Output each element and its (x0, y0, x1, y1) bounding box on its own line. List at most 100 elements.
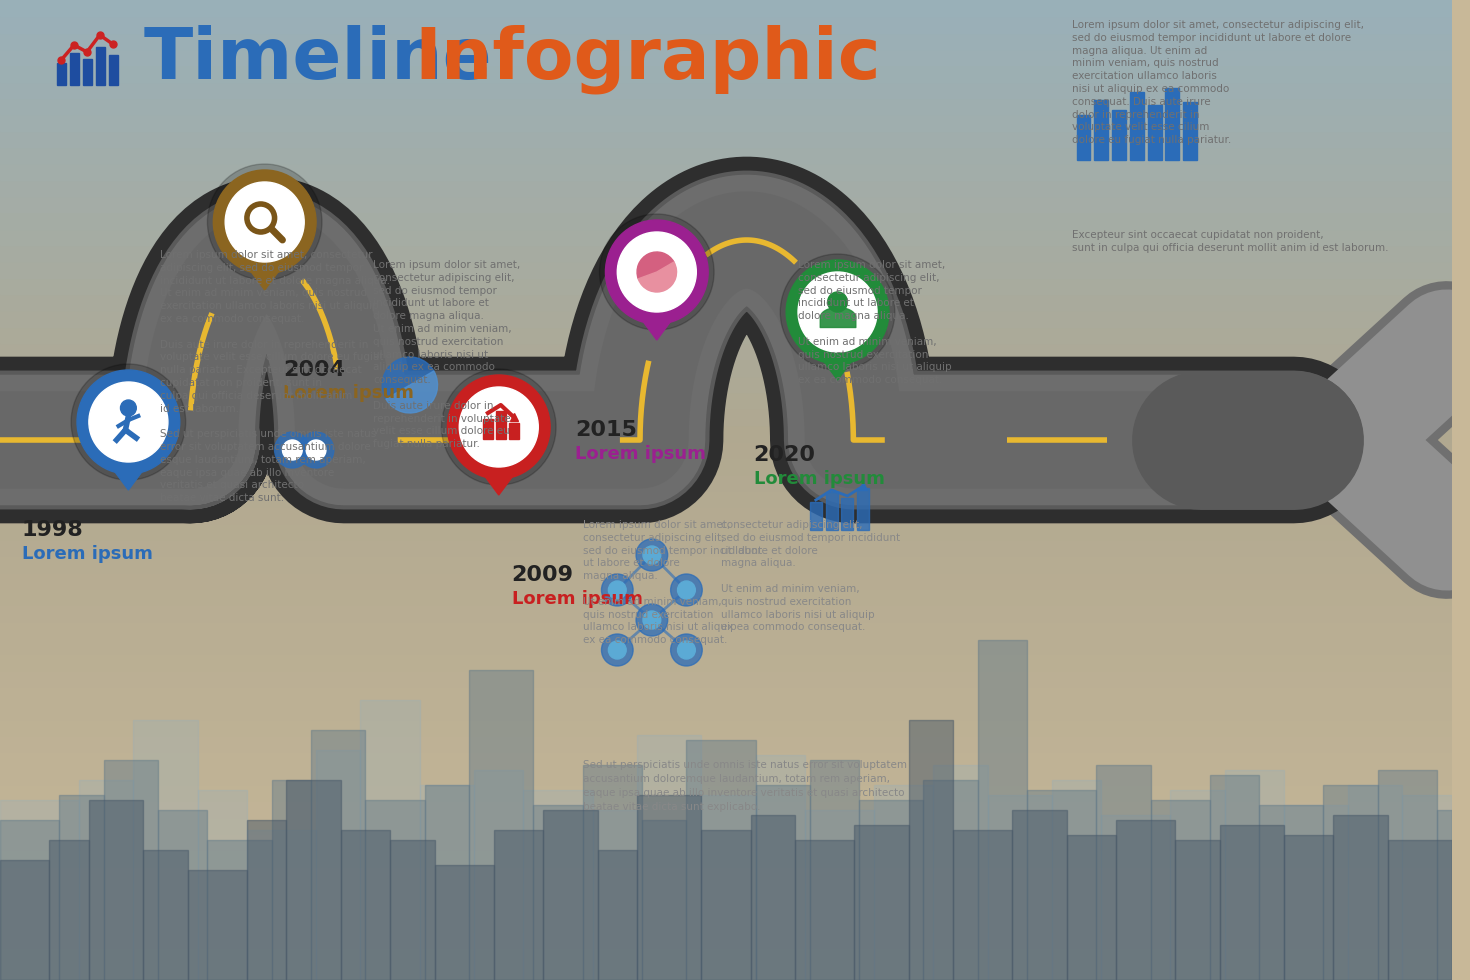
Bar (854, 825, 908, 980)
Bar (1348, 785, 1402, 980)
Text: Infographic: Infographic (415, 25, 882, 94)
Bar (1076, 115, 1091, 160)
Bar (79, 780, 134, 980)
Bar (109, 55, 118, 85)
Bar (826, 492, 838, 530)
Polygon shape (800, 328, 876, 380)
Text: consectetur adipiscing elit,
sed do eiusmod tempor incididunt
ut labore et dolor: consectetur adipiscing elit, sed do eius… (720, 520, 900, 632)
Bar (1438, 810, 1452, 980)
Bar (420, 785, 475, 980)
Bar (360, 700, 420, 980)
Bar (953, 830, 1013, 980)
Bar (1116, 820, 1176, 980)
Bar (287, 780, 341, 980)
Bar (0, 948, 1452, 963)
Bar (475, 770, 523, 980)
Bar (0, 424, 1452, 441)
Circle shape (447, 375, 550, 479)
Bar (188, 870, 247, 980)
Bar (933, 765, 988, 980)
Bar (988, 795, 1053, 980)
Bar (0, 571, 1452, 588)
Bar (523, 790, 592, 980)
Bar (0, 294, 1452, 311)
Bar (806, 810, 875, 980)
Polygon shape (460, 443, 538, 495)
Bar (0, 228, 1452, 245)
Bar (159, 810, 207, 980)
Bar (316, 750, 360, 980)
Bar (0, 556, 1452, 571)
Bar (810, 760, 860, 980)
Circle shape (781, 254, 895, 370)
Bar (1170, 790, 1225, 980)
Bar (857, 488, 869, 530)
Bar (0, 850, 1452, 865)
Circle shape (306, 440, 326, 460)
Bar (0, 637, 1452, 654)
Polygon shape (1438, 318, 1470, 360)
Bar (0, 801, 1452, 816)
Circle shape (601, 634, 634, 666)
Bar (0, 620, 1452, 637)
Bar (0, 914, 1452, 931)
Circle shape (637, 604, 667, 636)
Text: Lorem ipsum dolor sit amet,
consectetur adipiscing elit,
sed do eiusmod tempor
i: Lorem ipsum dolor sit amet, consectetur … (798, 260, 951, 385)
Bar (0, 213, 1452, 228)
Bar (0, 963, 1452, 980)
Bar (0, 490, 1452, 507)
Bar (0, 735, 1452, 752)
Bar (82, 59, 91, 85)
Bar (0, 752, 1452, 767)
Bar (978, 640, 1028, 980)
Circle shape (275, 432, 310, 468)
Bar (637, 735, 701, 980)
Bar (104, 760, 159, 980)
Bar (272, 780, 312, 980)
Bar (484, 419, 492, 439)
Text: Lorem ipsum dolor sit amet, consectetur adipiscing elit,
sed do eiusmod tempor i: Lorem ipsum dolor sit amet, consectetur … (1072, 20, 1364, 145)
Circle shape (600, 214, 714, 330)
Bar (1283, 805, 1348, 980)
Bar (1067, 835, 1116, 980)
Text: Timeline: Timeline (143, 25, 492, 94)
Bar (0, 0, 1452, 17)
Bar (0, 81, 1452, 98)
Bar (0, 654, 1452, 669)
Bar (592, 810, 637, 980)
Circle shape (678, 581, 695, 599)
Bar (469, 670, 534, 980)
Bar (0, 32, 1452, 49)
Bar (860, 800, 923, 980)
Bar (0, 820, 59, 980)
Bar (0, 588, 1452, 605)
Bar (0, 860, 50, 980)
Polygon shape (1438, 520, 1470, 563)
Bar (1113, 110, 1126, 160)
Bar (1028, 790, 1097, 980)
Text: Lorem ipsum dolor sit amet,
consectetur adipiscing elit,
sed do eiusmod tempor
i: Lorem ipsum dolor sit amet, consectetur … (373, 260, 520, 449)
Circle shape (606, 220, 709, 324)
Bar (1333, 815, 1388, 980)
Circle shape (798, 272, 878, 352)
Bar (509, 423, 519, 439)
Text: Sed ut perspiciatis unde omnis iste natus error sit voluptatem
accusantium dolor: Sed ut perspiciatis unde omnis iste natu… (582, 760, 907, 812)
Bar (0, 441, 1452, 458)
Circle shape (637, 539, 667, 571)
Bar (1220, 825, 1283, 980)
Text: Lorem ipsum: Lorem ipsum (22, 545, 153, 563)
Bar (143, 850, 188, 980)
Bar (1101, 815, 1170, 980)
Wedge shape (638, 262, 676, 292)
Bar (0, 262, 1452, 277)
Bar (435, 865, 494, 980)
Bar (134, 720, 197, 980)
Bar (1053, 780, 1101, 980)
Text: 2004: 2004 (284, 360, 345, 380)
Circle shape (213, 170, 316, 274)
Circle shape (609, 581, 626, 599)
Circle shape (88, 382, 168, 462)
Bar (0, 882, 1452, 899)
Circle shape (609, 641, 626, 659)
Bar (0, 147, 1452, 164)
